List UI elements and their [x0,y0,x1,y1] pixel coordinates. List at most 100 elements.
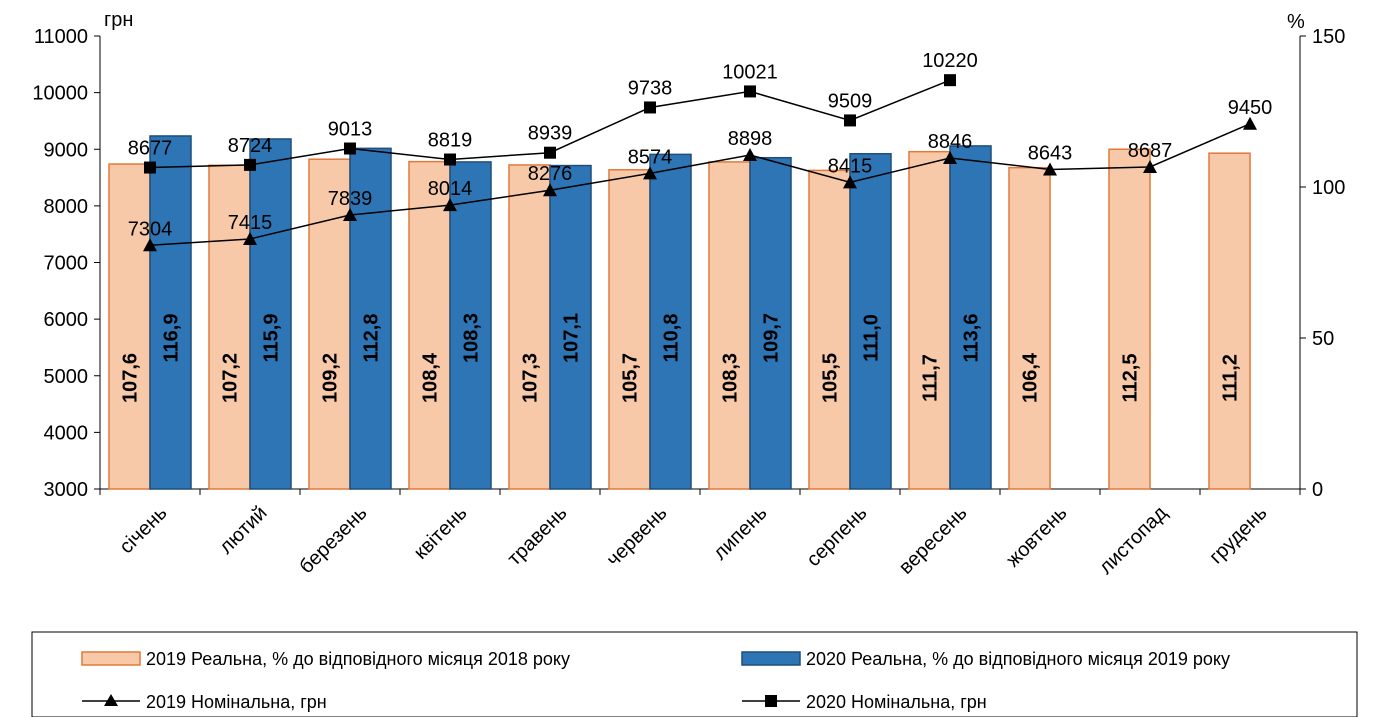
square-marker [244,158,256,171]
y-left-tick-label: 11000 [34,26,88,48]
bar-2019 [808,169,851,490]
bar-2019 [1008,166,1051,490]
bar-label-2019: 112,5 [1120,354,1142,403]
x-tick-label: листопад [1095,502,1172,579]
bar-label-2020: 116,9 [161,314,183,363]
x-tick-label: серпень [802,502,871,571]
x-tick-label: березень [295,502,371,578]
triangle-marker [143,238,157,252]
triangle-marker [1043,162,1057,176]
point-label-2020: 9738 [628,77,673,99]
line-2019-nominal [149,123,1251,247]
labels-layer: 107,6 107,2 109,2 108,4 107,3 105,7 108,3 105,5… [120,50,1273,403]
square-marker [344,142,356,155]
point-label-2020: 8819 [428,129,473,151]
bar-2019 [608,169,651,490]
y-left-tick-label: 10000 [32,83,88,105]
bar-2020 [949,145,992,490]
bar-label-2019: 106,4 [1020,352,1042,403]
triangle-marker [543,183,557,197]
bar-2020 [449,161,492,490]
bar-label-2020: 109,7 [761,313,783,363]
point-label-2019: 8846 [928,131,973,153]
bar-2019 [408,160,451,490]
x-tick-label: травень [503,502,571,570]
x-tick-label: вересень [895,502,972,579]
triangle-marker [643,166,657,180]
triangle-marker [943,150,957,164]
point-label-2019: 8574 [628,146,673,168]
legend-swatch-2019-real [81,651,141,666]
triangle-marker [743,148,757,162]
point-label-2019: 8687 [1128,140,1173,162]
legend-label-2020-nominal: 2020 Номінальна, грн [806,692,987,712]
triangle-marker [1243,116,1257,130]
legend-box [31,631,1358,717]
lines-layer [143,74,1257,252]
bar-label-2020: 112,8 [361,314,383,363]
legend-swatch-2020-real [741,651,801,666]
point-label-2019: 7415 [228,212,273,234]
bar-label-2020: 111,0 [861,314,883,362]
bar-label-2019: 105,7 [620,353,642,403]
bar-2019 [908,150,951,490]
point-label-2019: 8643 [1028,142,1073,164]
point-label-2020: 8677 [128,138,173,160]
legend-label-2020-real: 2020 Реальна, % до відповідного місяця 2… [806,649,1230,669]
y-right-unit: % [1287,11,1305,33]
bar-2019 [1108,148,1151,490]
square-marker [844,114,856,127]
bar-label-2020: 110,8 [661,314,683,363]
x-tick-label: лютий [215,502,271,558]
triangle-marker [443,198,457,212]
x-tick-label: червень [602,502,671,571]
bars-layer [108,135,1251,490]
bar-label-2020: 115,9 [261,314,283,363]
point-label-2019: 9450 [1228,97,1273,119]
x-tick-label: січень [115,502,171,558]
point-label-2019: 8014 [428,178,473,200]
square-marker [144,161,156,174]
point-label-2020: 8939 [528,123,573,145]
y-right-tick-label: 100 [1312,177,1345,199]
triangle-marker [243,232,257,246]
bar-label-2019: 107,2 [220,353,242,403]
bar-label-2019: 111,7 [920,354,942,402]
y-left-tick-label: 3000 [44,479,89,501]
y-left-tick-label: 8000 [44,196,89,218]
bar-label-2019: 107,6 [120,353,142,403]
y-left-tick-label: 9000 [44,139,89,161]
y-left-tick-label: 5000 [44,366,89,388]
square-marker [544,146,556,159]
bar-label-2019: 111,2 [1220,354,1242,402]
legend-label-2019-nominal: 2019 Номінальна, грн [146,692,327,712]
square-marker [744,85,756,98]
point-label-2020: 9013 [328,119,373,141]
square-marker [644,101,656,114]
point-label-2020: 8724 [228,135,273,157]
square-marker [444,153,456,166]
y-left-tick-label: 4000 [44,422,89,444]
x-tick-label: квітень [410,502,472,564]
x-tick-label: липень [709,502,771,564]
bar-label-2019: 108,3 [720,353,742,403]
y-right-tick-label: 150 [1312,26,1345,48]
y-left-tick-label: 7000 [44,253,89,275]
bar-2020 [749,156,792,490]
point-label-2019: 7304 [128,218,173,240]
x-tick-label: грудень [1205,502,1271,568]
bar-label-2019: 108,4 [420,352,442,403]
bar-2020 [549,164,592,490]
y-right-tick-label: 0 [1312,479,1323,501]
y-left-unit: грн [104,9,133,31]
bar-2019 [508,164,551,490]
y-left-tick-label: 6000 [44,309,89,331]
bar-2020 [649,153,692,490]
bar-label-2020: 107,1 [561,313,583,363]
triangle-marker [1143,159,1157,173]
point-label-2020: 10021 [722,61,778,83]
legend-triangle-icon [104,694,118,706]
y-right-tick-label: 50 [1312,328,1334,350]
bar-2020 [249,138,292,490]
